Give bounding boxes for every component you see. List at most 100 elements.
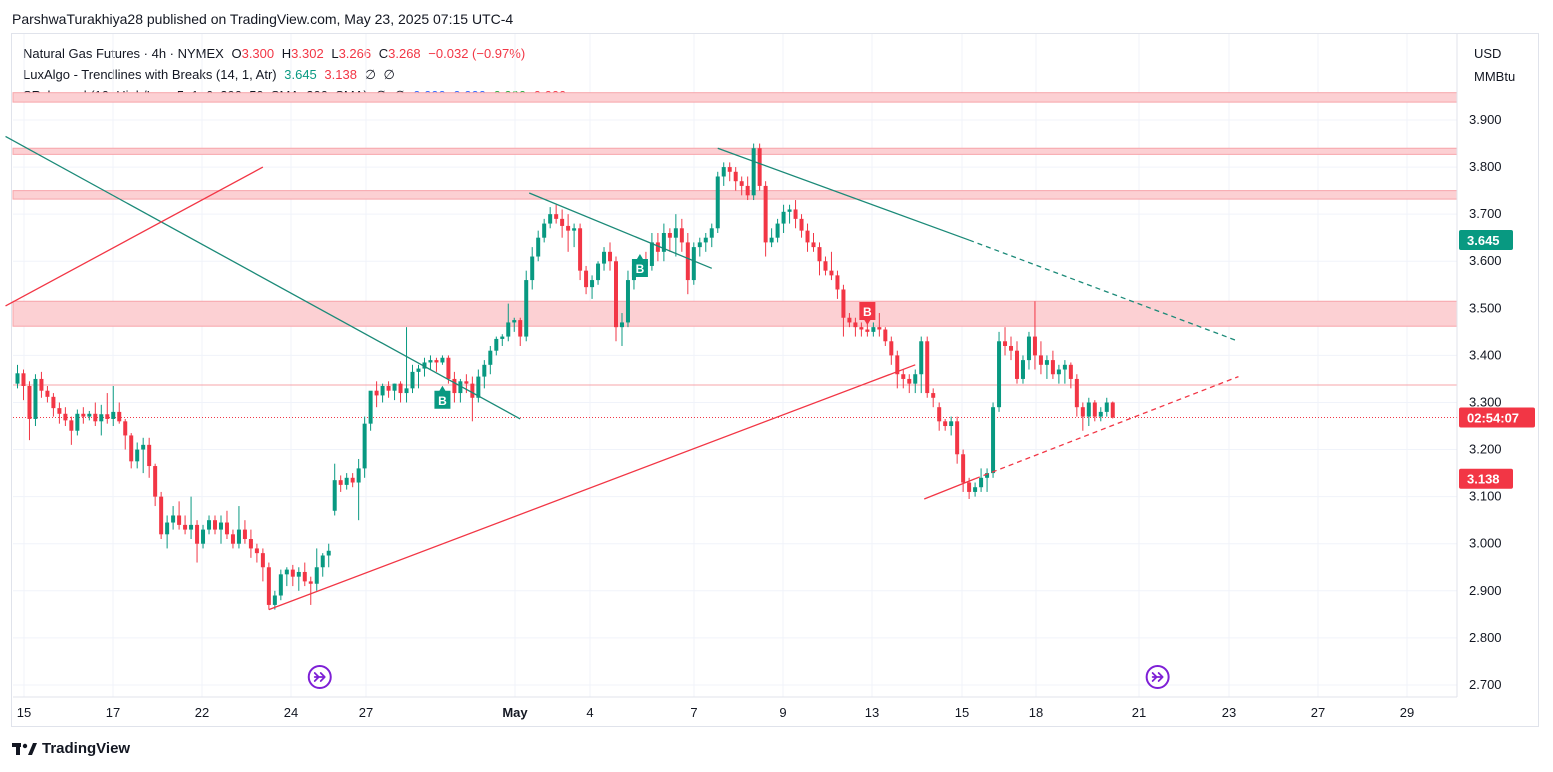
candle-body [1038, 355, 1043, 365]
candle-body [189, 524, 194, 530]
candle-body [69, 420, 74, 431]
candle-body [955, 421, 960, 455]
price-label-badge: 3.645 [1459, 230, 1513, 251]
candle-body [883, 329, 888, 342]
close-value: 3.268 [388, 46, 421, 61]
candle-body [877, 327, 882, 330]
candle-body [578, 228, 583, 271]
bullish-break-marker: B [631, 253, 648, 277]
time-tick-label: 18 [1029, 705, 1043, 720]
high-label: H [281, 46, 292, 61]
candle-body [248, 539, 253, 549]
candle-body [769, 237, 774, 243]
currency-unit-selector[interactable]: USD MMBtu [1464, 40, 1534, 102]
candle-body [925, 341, 930, 394]
candle-body [21, 373, 26, 387]
time-tick-label: May [502, 705, 528, 720]
candle-body [608, 251, 613, 262]
candle-body [949, 421, 954, 427]
candle-body [404, 388, 409, 394]
event-markers [307, 665, 1170, 689]
price-tick-label: 3.400 [1469, 347, 1502, 362]
candle-body [452, 378, 457, 394]
candle-body [500, 336, 505, 339]
candle-body [691, 247, 696, 281]
event-icon[interactable] [307, 665, 332, 689]
candle-body [422, 362, 427, 369]
indicator1-name[interactable]: LuxAlgo - Trendlines with Breaks (14, 1,… [23, 67, 277, 82]
candle-body [835, 275, 840, 290]
symbol-name[interactable]: Natural Gas Futures · 4h · NYMEX [23, 46, 224, 61]
candle-body [889, 341, 894, 356]
candle-body [554, 214, 559, 219]
candle-body [207, 520, 212, 530]
candle-body [619, 322, 624, 328]
trendlines [5, 135, 1239, 611]
close-label: C [378, 46, 389, 61]
candle-body [213, 520, 218, 530]
candle-body [57, 408, 62, 414]
open-value: 3.300 [241, 46, 275, 61]
candle-body [171, 515, 176, 523]
candle-body [853, 322, 858, 328]
candle-body [895, 355, 900, 375]
candle-body [153, 466, 158, 497]
candle-body [961, 454, 966, 483]
candle-body [464, 381, 469, 384]
candle-body [33, 378, 38, 419]
candle-body [1110, 402, 1115, 418]
marker-label: B [636, 262, 645, 276]
marker-label: B [438, 394, 447, 408]
candle-body [135, 449, 140, 462]
candle-body [596, 263, 601, 281]
sr-zone [12, 147, 1458, 155]
candle-body [997, 341, 1002, 408]
candle-body [81, 413, 86, 417]
price-tick-label: 2.900 [1469, 583, 1502, 598]
trendline [717, 147, 970, 241]
trendline [528, 192, 713, 269]
candle-body [51, 396, 56, 409]
candle-body [218, 522, 223, 530]
time-tick-label: 15 [17, 705, 31, 720]
candle-body [763, 185, 768, 243]
candle-body [374, 390, 379, 396]
event-icon[interactable] [1145, 665, 1170, 689]
indicator1-legend: LuxAlgo - Trendlines with Breaks (14, 1,… [23, 67, 399, 83]
price-badge-bg [1459, 468, 1513, 489]
candle-body [183, 524, 188, 530]
candle-body [590, 280, 595, 288]
candle-body [829, 270, 834, 276]
candle-body [715, 176, 720, 229]
price-tick-label: 3.100 [1469, 489, 1502, 504]
candle-body [201, 529, 206, 544]
candle-body [260, 553, 265, 568]
marker-label: B [863, 305, 872, 319]
candle-body [625, 280, 630, 323]
candle-body [362, 423, 367, 469]
bullish-break-marker: B [434, 385, 451, 409]
event-arrow [313, 672, 326, 682]
candle-body [1026, 336, 1031, 361]
candle-body [434, 360, 439, 363]
candle-body [1009, 345, 1014, 351]
candle-body [129, 435, 134, 462]
trendline-extension [974, 375, 1239, 480]
time-tick-label: 27 [1311, 705, 1325, 720]
candle-body [440, 357, 445, 363]
marker-shape [434, 385, 451, 409]
time-tick-label: 21 [1132, 705, 1146, 720]
price-label-badge: 02:54:07 [1459, 407, 1535, 428]
candle-body [548, 214, 553, 224]
candle-body [93, 413, 98, 422]
candle-body [428, 360, 433, 363]
candle-body [15, 373, 20, 384]
candle-body [751, 148, 756, 196]
candle-body [147, 444, 152, 467]
tradingview-logo-icon [12, 742, 37, 755]
candle-body [1014, 350, 1019, 379]
candle-body [937, 407, 942, 422]
candle-body [572, 228, 577, 231]
price-tick-label: 3.500 [1469, 300, 1502, 315]
